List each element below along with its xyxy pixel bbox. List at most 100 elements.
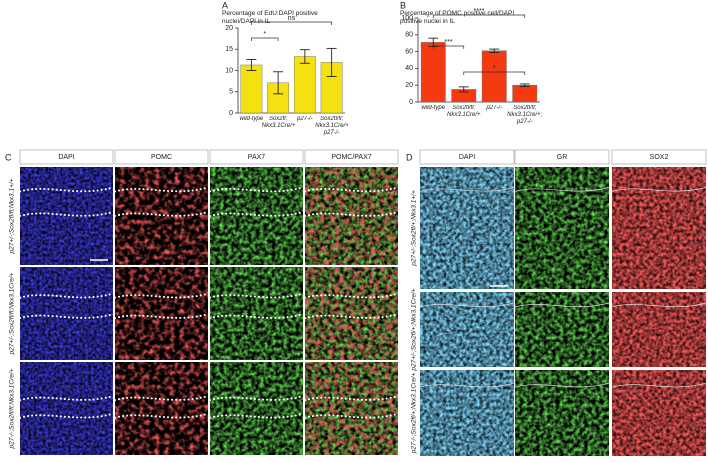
boundary-line: [304, 292, 399, 299]
boundary-line: [419, 187, 515, 192]
micrograph-signal: [210, 267, 303, 360]
y-tick-label: 20: [405, 82, 413, 89]
row-label: p27-/-;Sox2fl/+;Nkx3.1Cre/+: [411, 373, 418, 455]
y-tick-label: 60: [405, 48, 413, 55]
column-header: SOX2: [650, 154, 669, 161]
boundary-line: [209, 395, 304, 402]
micrograph-signal: [515, 292, 609, 367]
boundary-line: [304, 186, 399, 193]
row-label: p27-/-;Sox2fl/fl;Nkx3.1Cre/+: [9, 368, 16, 449]
micrograph-signal: [305, 167, 398, 265]
significance-label: ***: [444, 39, 452, 46]
bar: [420, 42, 446, 103]
boundary-line: [209, 313, 304, 320]
boundary-line: [209, 211, 304, 217]
x-tick-label: p27-/-: [297, 116, 313, 122]
boundary-line: [304, 313, 399, 320]
significance-label: ****: [474, 8, 485, 15]
x-tick-label-box: Sox2fl/fl; Nkx3.1Cre/+; p27-/-: [507, 105, 543, 125]
error-bar: [458, 86, 469, 93]
micrograph-signal: [420, 292, 514, 367]
row-label: p27+/-;Sox2fl/fl;Nkx3.1+/+: [9, 178, 16, 254]
micrograph-signal: [20, 362, 113, 455]
x-tick-label-box: p27-/-: [486, 105, 503, 111]
x-tick-label: Sox2fl; Nkx3.1Cre/+: [261, 116, 295, 129]
micrograph-signal: [115, 362, 208, 455]
y-tick-label: 80: [405, 32, 413, 39]
chart-title: Percentage of EdU:DAPI positive nuclei/D…: [222, 10, 318, 25]
significance-label: *: [493, 65, 496, 72]
boundary-line: [114, 211, 209, 217]
micrograph-signal: [420, 370, 514, 456]
boundary-line: [514, 382, 610, 388]
significance-label: ns: [288, 15, 296, 22]
micrograph-signal: [420, 167, 514, 289]
significance-bracket: [432, 14, 526, 18]
micrograph-signal: [210, 362, 303, 455]
x-tick-label: p27-/-: [486, 105, 503, 111]
y-tick-label: 15: [225, 46, 233, 53]
boundary-line: [419, 382, 515, 388]
column-header: PAX7: [248, 154, 265, 161]
boundary-line: [611, 382, 707, 388]
x-tick-label-box: Sox2fl/fl; Nkx3.1Cre/+; p27-/-: [315, 116, 348, 136]
boundary-line: [209, 292, 304, 299]
bar: [512, 84, 538, 103]
column-header: POMC/PAX7: [331, 154, 371, 161]
boundary-line: [19, 186, 114, 193]
micrograph-signal: [612, 292, 706, 367]
column-header-box: [419, 149, 515, 165]
error-bar: [489, 48, 500, 53]
panel-label: B: [400, 0, 406, 10]
micrograph-signal: [305, 267, 398, 360]
error-bar: [299, 49, 310, 64]
boundary-line: [19, 412, 114, 419]
significance-label: *: [263, 31, 266, 38]
error-bar: [326, 47, 337, 77]
y-tick-label: 0: [229, 110, 233, 117]
chart-title-box: Percentage of EdU:DAPI positive nuclei/D…: [222, 10, 318, 25]
column-header: GR: [557, 154, 568, 161]
x-tick-label-box: wild-type: [421, 105, 445, 111]
panel-label: A: [222, 0, 228, 10]
boundary-line: [514, 302, 610, 308]
micrograph-signal: [515, 167, 609, 289]
boundary-line: [514, 187, 610, 192]
x-tick-label: Sox2fl/fl; Nkx3.1Cre/+; p27-/-: [507, 105, 543, 125]
boundary-line: [114, 313, 209, 320]
micrograph-signal: [612, 370, 706, 456]
column-header-box: [611, 149, 707, 165]
boundary-line: [419, 302, 515, 308]
boundary-line: [114, 186, 209, 193]
boundary-line: [114, 292, 209, 299]
row-label: p27+/-;Sox2fl/fl;Nkx3.1Cre/+: [9, 272, 16, 355]
micrograph-signal: [305, 362, 398, 455]
y-tick-label: 20: [225, 25, 233, 32]
error-bar: [519, 83, 530, 87]
significance-bracket: [432, 45, 465, 49]
column-header: DAPI: [459, 154, 475, 161]
column-header-box: [209, 149, 304, 165]
significance-bracket: [251, 21, 332, 25]
column-header-box: [514, 149, 610, 165]
bar: [481, 50, 507, 103]
column-header-box: [304, 149, 399, 165]
column-header: DAPI: [58, 154, 74, 161]
boundary-line: [611, 302, 707, 308]
micrograph-signal: [115, 167, 208, 265]
boundary-line: [19, 292, 114, 299]
error-bar: [273, 71, 284, 95]
column-header-box: [114, 149, 209, 165]
y-tick-label: 40: [405, 65, 413, 72]
x-tick-label-box: Sox2fl/fl; Nkx3.1Cre/+: [447, 105, 481, 118]
panel-label: C: [5, 152, 12, 162]
x-tick-label: wild-type: [239, 116, 264, 122]
boundary-line: [19, 211, 114, 217]
micrograph-signal: [515, 370, 609, 456]
boundary-line: [304, 412, 399, 419]
y-tick-label: 0: [409, 99, 413, 106]
column-header: POMC: [151, 154, 172, 161]
chart-title-box: Percentage of POMC positive cell/DAPI po…: [400, 10, 515, 25]
chart-title: Percentage of POMC positive cell/DAPI po…: [400, 10, 515, 25]
